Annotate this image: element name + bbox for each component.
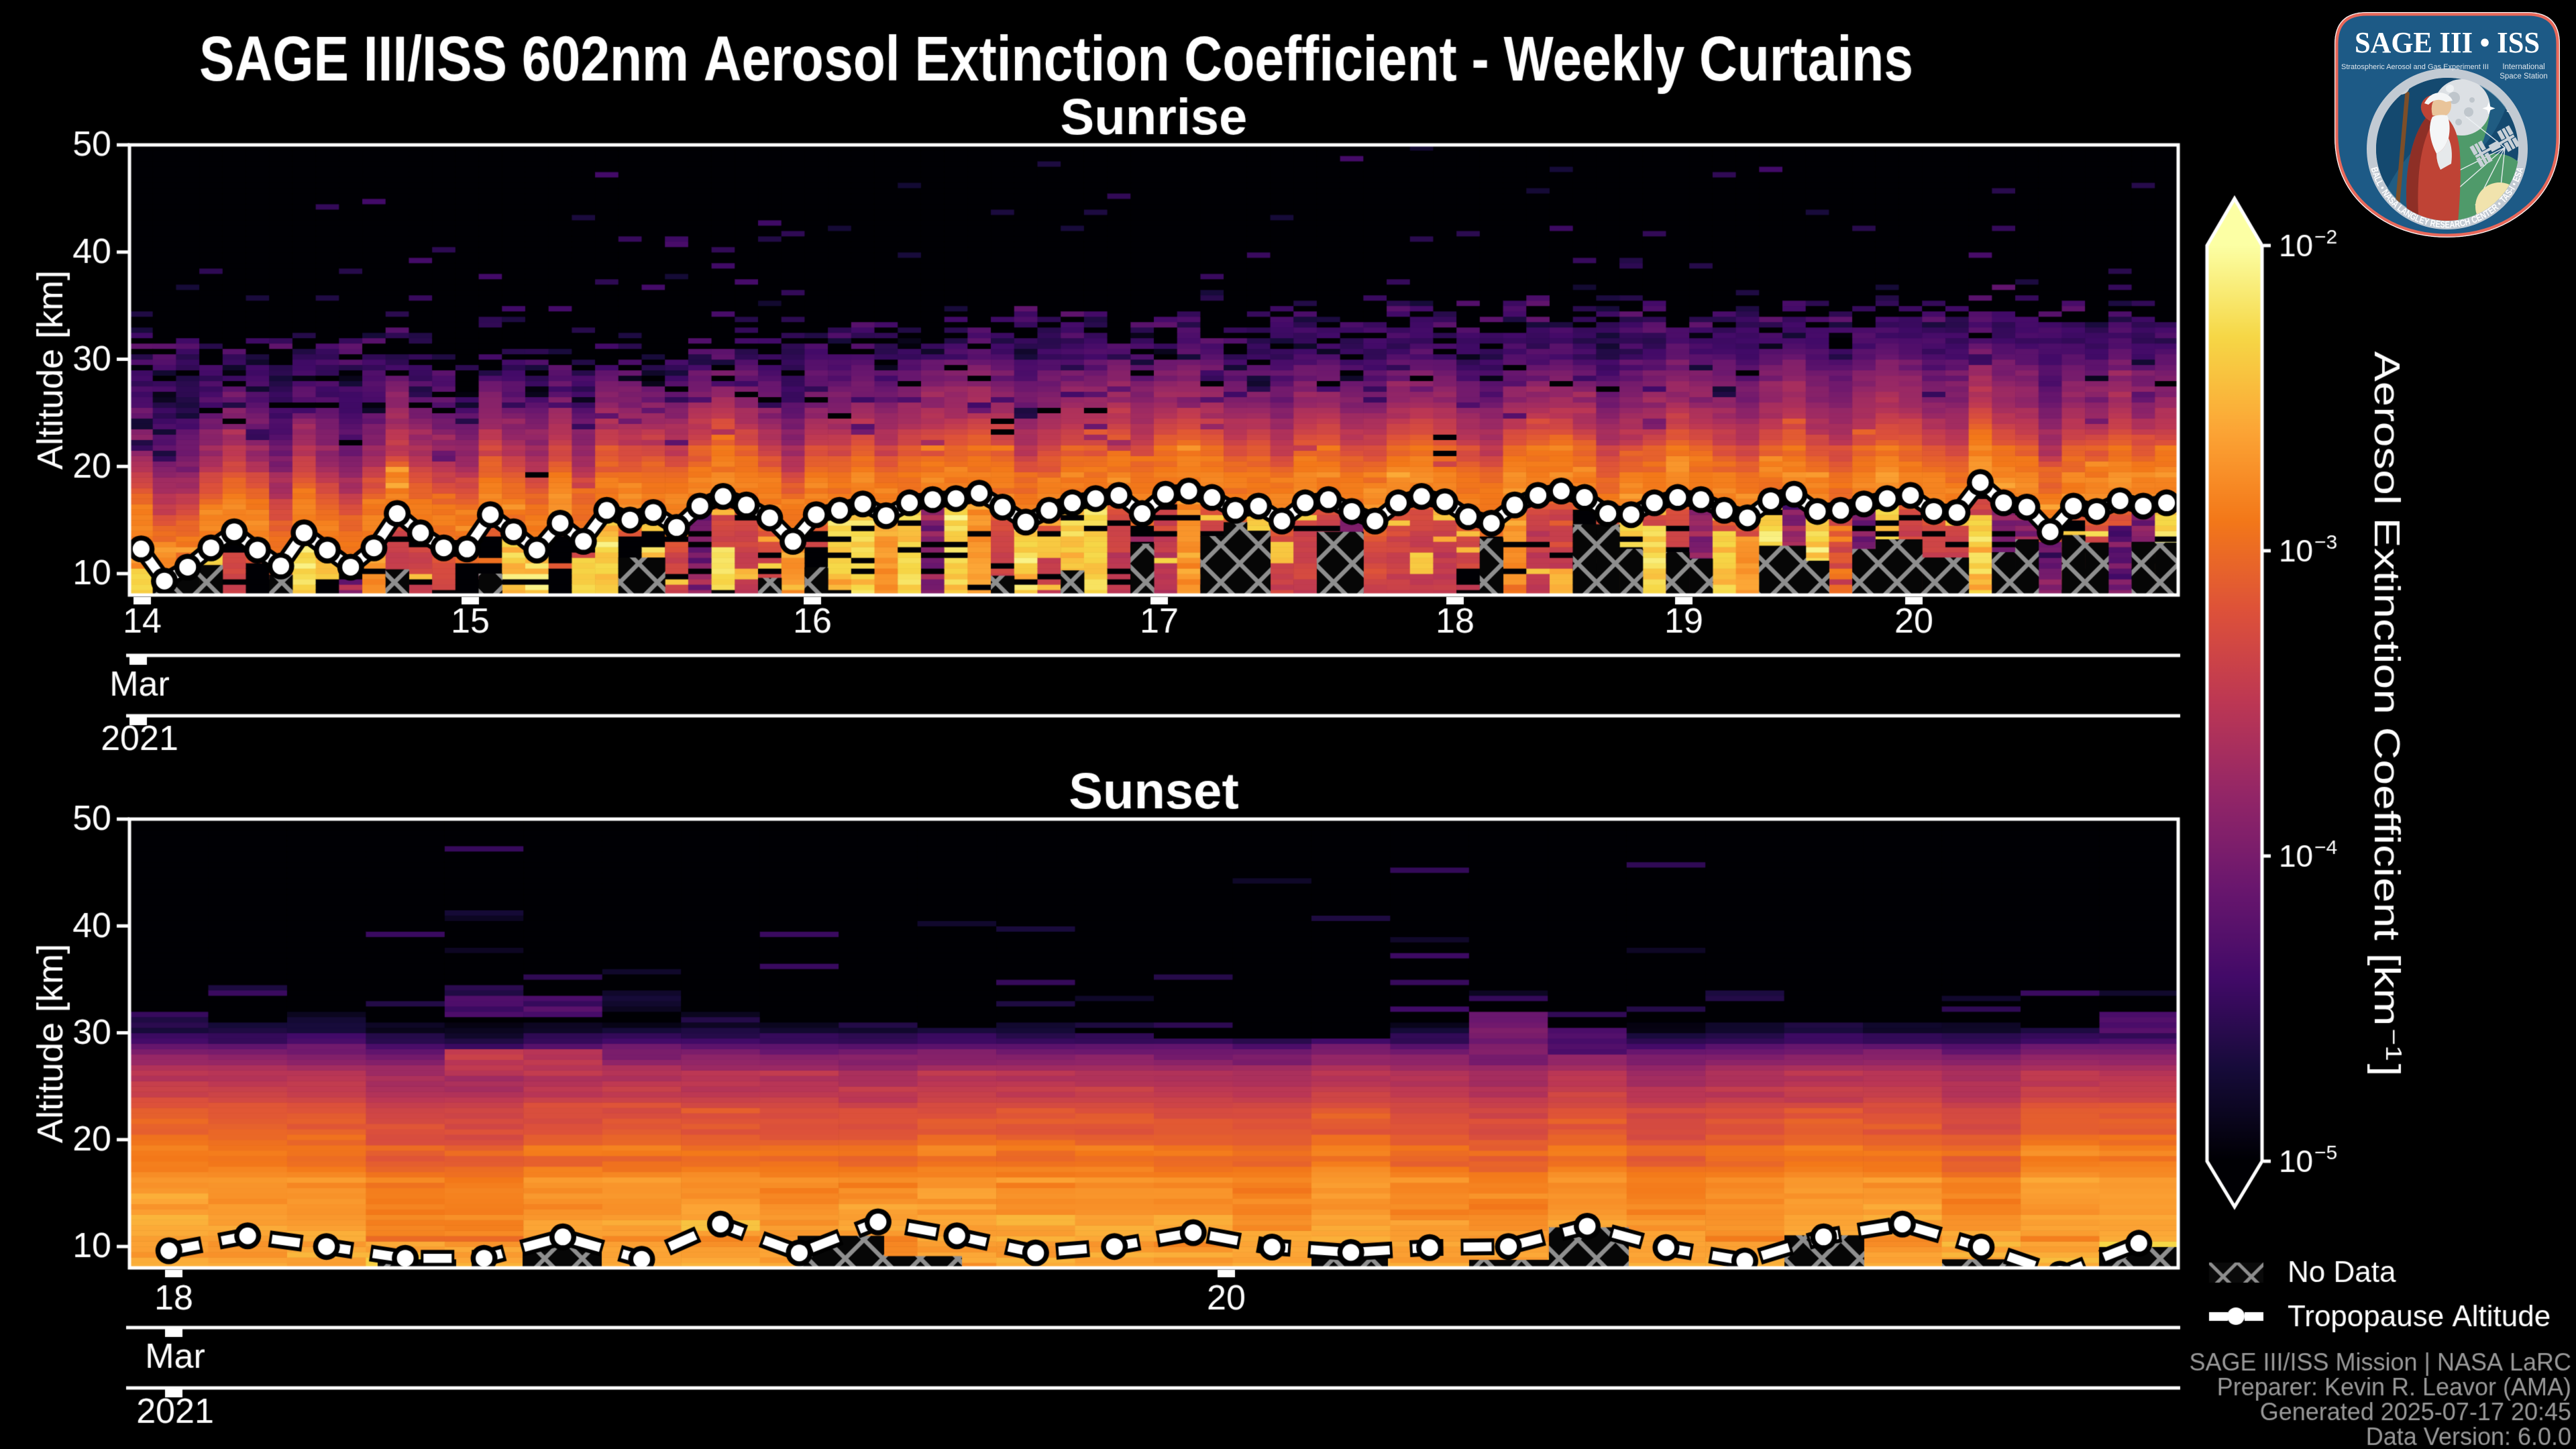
svg-text:Stratospheric Aerosol and Gas: Stratospheric Aerosol and Gas Experiment…: [2341, 63, 2489, 71]
svg-text:SAGE III • ISS: SAGE III • ISS: [2355, 26, 2540, 59]
svg-text:Space Station: Space Station: [2500, 72, 2548, 80]
svg-text:International: International: [2502, 63, 2544, 71]
